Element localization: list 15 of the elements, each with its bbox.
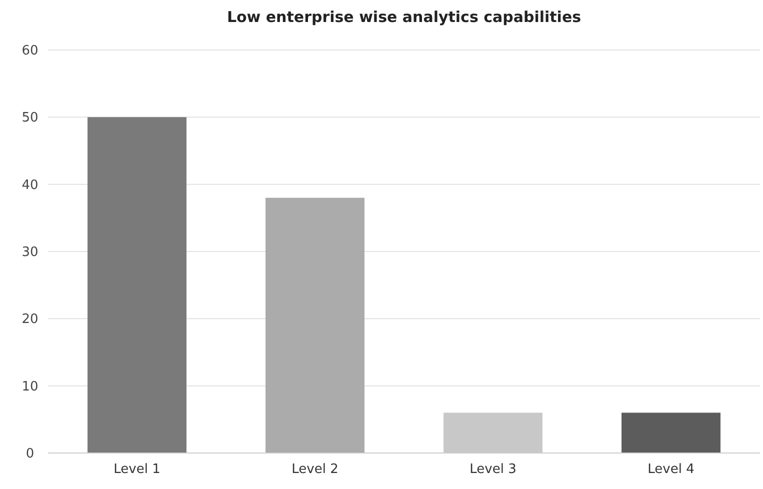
y-tick-label: 30 [22, 245, 38, 260]
bar [88, 117, 186, 453]
y-tick-label: 10 [22, 379, 38, 394]
y-tick-label: 20 [22, 312, 38, 328]
bar [622, 412, 720, 453]
bar [266, 198, 364, 453]
x-tick-label: Level 4 [648, 462, 694, 477]
chart-title: Low enterprise wise analytics capabilities [226, 8, 582, 26]
y-tick-label: 50 [22, 110, 38, 126]
y-tick-label: 0 [26, 446, 34, 462]
y-tick-label: 60 [22, 44, 38, 59]
x-tick-label: Level 3 [470, 462, 516, 477]
x-tick-label: Level 2 [292, 462, 338, 477]
x-tick-label: Level 1 [114, 462, 160, 477]
y-tick-label: 40 [22, 178, 38, 193]
